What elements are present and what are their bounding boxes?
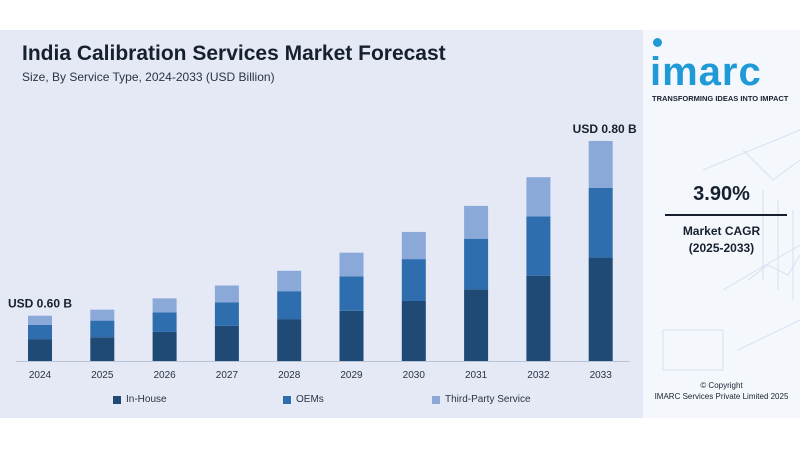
imarc-logo: imarc bbox=[650, 50, 762, 94]
bar-third-party-service-2032 bbox=[526, 177, 551, 217]
bar-in-house-2026 bbox=[152, 331, 177, 361]
bar-oems-2028 bbox=[277, 291, 302, 320]
bar-in-house-2032 bbox=[526, 275, 551, 361]
legend-label: In-House bbox=[126, 394, 167, 405]
legend-label: Third-Party Service bbox=[445, 394, 531, 405]
bar-in-house-2033 bbox=[588, 257, 613, 361]
bar-in-house-2024 bbox=[28, 339, 52, 361]
chart-legend: In-House OEMs Third-Party Service bbox=[0, 394, 643, 410]
chart-title: India Calibration Services Market Foreca… bbox=[22, 42, 446, 65]
stacked-bar-chart: 2024 2025 2026 2027 2028 2029 2030 2031 2032 2033… bbox=[8, 122, 637, 381]
bar-oems-2027 bbox=[214, 302, 239, 326]
chart-subtitle: Size, By Service Type, 2024-2033 (USD Bi… bbox=[22, 70, 275, 84]
chart-panel: 2024 2025 2026 2027 2028 2029 2030 2031 2032 2033… bbox=[0, 30, 643, 418]
value-annotation-2033: USD 0.80 B bbox=[573, 122, 637, 136]
x-tick-label: 2030 bbox=[403, 370, 426, 381]
bar-in-house-2031 bbox=[464, 289, 489, 361]
bar-oems-2024 bbox=[28, 324, 52, 340]
logo-tagline: TRANSFORMING IDEAS INTO IMPACT bbox=[652, 94, 789, 103]
bar-oems-2029 bbox=[339, 276, 364, 311]
x-tick-label: 2029 bbox=[340, 370, 363, 381]
cagr-value: 3.90% bbox=[693, 183, 750, 205]
bar-oems-2031 bbox=[464, 238, 489, 290]
infographic-frame: 2024 2025 2026 2027 2028 2029 2030 2031 2032 2033… bbox=[0, 30, 800, 418]
logo-dot bbox=[653, 38, 662, 47]
bar-oems-2030 bbox=[401, 259, 426, 301]
decorative-lines bbox=[662, 129, 800, 371]
bar-oems-2033 bbox=[588, 187, 613, 258]
bar-third-party-service-2028 bbox=[277, 270, 302, 292]
value-annotation-2024: USD 0.60 B bbox=[8, 297, 72, 311]
cagr-label: Market CAGR (2025-2033) bbox=[643, 223, 800, 257]
x-tick-label: 2025 bbox=[91, 370, 114, 381]
legend-item-oems: OEMs bbox=[283, 394, 324, 405]
legend-swatch bbox=[283, 395, 291, 404]
x-tick-label: 2026 bbox=[153, 370, 176, 381]
bar-oems-2025 bbox=[90, 320, 115, 338]
bar-third-party-service-2024 bbox=[28, 315, 52, 325]
bar-in-house-2029 bbox=[339, 310, 364, 361]
x-tick-label: 2032 bbox=[527, 370, 550, 381]
bar-in-house-2025 bbox=[90, 337, 115, 361]
legend-swatch bbox=[432, 395, 440, 404]
bar-third-party-service-2025 bbox=[90, 309, 115, 321]
cagr-divider bbox=[665, 214, 787, 216]
cagr-label-line1: Market CAGR bbox=[682, 224, 761, 238]
bar-oems-2032 bbox=[526, 216, 551, 276]
bar-in-house-2028 bbox=[277, 319, 302, 361]
bar-third-party-service-2031 bbox=[464, 205, 489, 239]
x-tick-label: 2033 bbox=[590, 370, 613, 381]
bar-in-house-2030 bbox=[401, 300, 426, 361]
bar-in-house-2027 bbox=[214, 325, 239, 361]
brand-panel: imarc TRANSFORMING IDEAS INTO IMPACT 3.9… bbox=[643, 30, 800, 418]
legend-swatch bbox=[113, 395, 121, 404]
x-tick-label: 2028 bbox=[278, 370, 301, 381]
copyright-line2: IMARC Services Private Limited 2025 bbox=[654, 392, 789, 401]
bar-third-party-service-2033 bbox=[588, 140, 613, 188]
bar-third-party-service-2027 bbox=[214, 285, 239, 303]
x-tick-label: 2031 bbox=[465, 370, 488, 381]
legend-item-in-house: In-House bbox=[113, 394, 167, 405]
legend-label: OEMs bbox=[296, 394, 324, 405]
x-tick-label: 2024 bbox=[29, 370, 52, 381]
bar-oems-2026 bbox=[152, 312, 177, 332]
x-tick-label: 2027 bbox=[216, 370, 239, 381]
copyright-line1: © Copyright bbox=[700, 381, 743, 390]
bar-third-party-service-2030 bbox=[401, 231, 426, 260]
copyright-notice: © Copyright IMARC Services Private Limit… bbox=[643, 380, 800, 402]
bar-third-party-service-2026 bbox=[152, 298, 177, 313]
cagr-label-line2: (2025-2033) bbox=[688, 241, 755, 255]
bar-third-party-service-2029 bbox=[339, 252, 364, 277]
legend-item-third-party-service: Third-Party Service bbox=[432, 394, 531, 405]
